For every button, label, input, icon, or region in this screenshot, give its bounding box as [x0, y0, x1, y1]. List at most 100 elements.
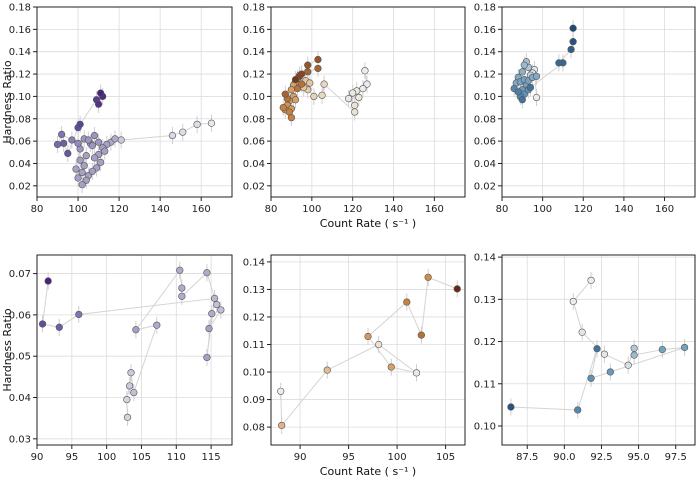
y-tick-label: 0.14 [243, 257, 265, 268]
axes-frame [270, 6, 466, 198]
data-point [291, 76, 300, 84]
data-point [277, 387, 285, 395]
x-tick-label: 95.0 [627, 452, 649, 463]
data-point [203, 269, 211, 277]
x-tick-label: 140 [151, 204, 170, 215]
data-point [64, 149, 72, 158]
data-point [207, 119, 216, 127]
y-tick-label: 0.04 [474, 159, 496, 170]
y-tick-label: 0.11 [243, 340, 265, 351]
x-tick-label: 90 [31, 452, 44, 463]
data-point [526, 83, 535, 92]
y-tick-label: 0.10 [474, 422, 496, 433]
x-tick-label: 120 [574, 204, 593, 215]
data-point [208, 310, 216, 318]
data-point [532, 72, 541, 80]
y-tick-label: 0.10 [243, 92, 265, 103]
y-tick-label: 0.13 [474, 295, 496, 306]
x-tick-label: 160 [655, 204, 674, 215]
data-point [387, 363, 395, 371]
data-point [320, 80, 328, 88]
data-point [281, 90, 289, 98]
x-tick-label: 90 [294, 452, 307, 463]
x-tick-label: 87.5 [516, 452, 538, 463]
data-point [76, 120, 84, 128]
data-point [72, 165, 80, 173]
y-tick-label: 0.18 [243, 3, 265, 14]
axes-frame [36, 254, 233, 446]
x-tick-label: 140 [614, 204, 633, 215]
y-tick-label: 0.16 [9, 25, 31, 36]
data-point [126, 382, 134, 390]
data-point [293, 84, 302, 93]
data-point [94, 138, 103, 146]
data-point [60, 139, 68, 147]
data-point [630, 344, 638, 352]
data-point [345, 95, 353, 103]
y-tick-label: 0.16 [474, 25, 496, 36]
data-point [82, 176, 90, 184]
panel-bottom-middle: 90 95 100 105 0.08 0.09 0.10 0.11 0.12 0.13 0.14 Co… [243, 254, 466, 478]
y-tick-label: 0.06 [9, 310, 31, 321]
data-point [94, 100, 103, 108]
data-point [179, 128, 187, 136]
y-tick-label: 0.03 [9, 434, 31, 445]
x-tick-label: 97.5 [665, 452, 687, 463]
y-tick-label: 0.07 [9, 269, 31, 280]
x-tick-label: 160 [192, 204, 211, 215]
data-point [351, 101, 359, 109]
data-point [132, 326, 140, 334]
data-point [193, 120, 201, 128]
data-point [178, 292, 186, 300]
data-point [287, 86, 296, 94]
x-tick-label: 120 [110, 204, 129, 215]
x-tick-label: 110 [167, 452, 186, 463]
x-tick-label: 95 [65, 452, 78, 463]
y-axis-label: Hardness Ratio [1, 308, 14, 392]
axes-frame [501, 254, 696, 446]
panel-top-left: 80 100 120 140 160 0.02 0.04 0.06 0.08 0.10 0.12 0.… [1, 3, 233, 215]
y-tick-label: 0.08 [243, 423, 265, 434]
y-tick-label: 0.08 [474, 114, 496, 125]
data-point [507, 403, 515, 411]
data-point [555, 59, 563, 67]
x-tick-label: 92.5 [590, 452, 612, 463]
data-point [123, 395, 131, 404]
panel-bottom-right: 87.5 90.0 92.5 95.0 97.5 0.10 0.11 0.12 0.13 0.14 [474, 253, 696, 463]
y-tick-label: 0.04 [9, 159, 31, 170]
data-point [176, 266, 184, 274]
y-tick-label: 0.06 [243, 137, 265, 148]
data-point [323, 366, 331, 374]
data-point [117, 136, 125, 144]
x-tick-label: 80 [31, 204, 44, 215]
data-point [304, 61, 312, 69]
y-tick-label: 0.10 [243, 368, 265, 379]
data-point [74, 174, 82, 182]
x-tick-label: 120 [343, 204, 362, 215]
data-point [593, 345, 601, 353]
data-point [567, 45, 575, 54]
data-point [78, 168, 86, 177]
panel-top-middle: 80 100 120 140 160 0.02 0.04 0.06 0.08 0.10 0.12 0.… [243, 3, 466, 230]
y-tick-label: 0.14 [474, 47, 496, 58]
data-point [304, 68, 312, 76]
y-tick-label: 0.10 [9, 92, 31, 103]
data-point [44, 277, 52, 285]
data-point [90, 154, 99, 162]
x-tick-label: 160 [425, 204, 444, 215]
data-point [123, 413, 132, 421]
y-tick-label: 0.18 [9, 3, 31, 14]
data-point [97, 89, 105, 97]
x-tick-label: 90.0 [553, 452, 575, 463]
data-point [569, 24, 577, 32]
x-tick-label: 100 [69, 204, 88, 215]
data-point [58, 130, 66, 139]
data-point [630, 351, 638, 359]
y-tick-label: 0.04 [243, 159, 265, 170]
data-point [127, 369, 135, 377]
y-tick-label: 0.12 [243, 70, 265, 81]
y-tick-label: 0.02 [243, 181, 265, 192]
y-tick-label: 0.09 [243, 395, 265, 406]
data-point [375, 340, 383, 349]
data-point [314, 64, 322, 73]
